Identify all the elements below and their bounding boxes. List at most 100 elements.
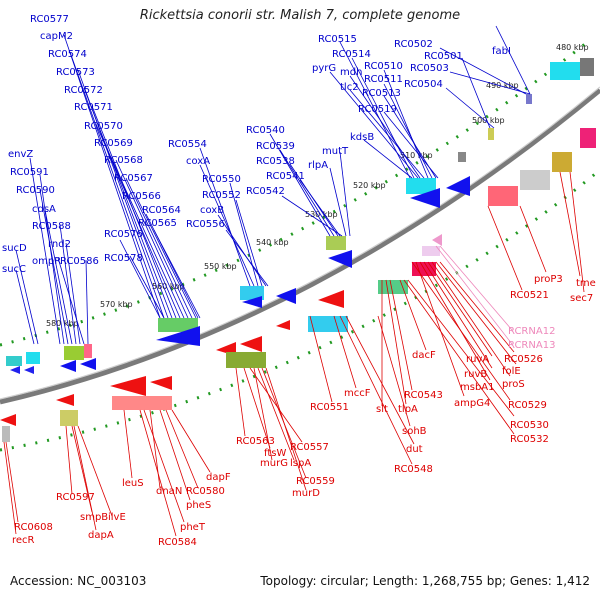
gene-label: rlpA: [308, 160, 328, 171]
gene-label: RC0584: [158, 537, 197, 548]
gene-label: dacF: [412, 350, 436, 361]
map-title: Rickettsia conorii str. Malish 7, comple…: [139, 8, 461, 23]
gene-label: kdsB: [350, 132, 374, 143]
gene-label: RC0580: [186, 486, 225, 497]
gene-label: RC0578: [104, 253, 143, 264]
gene-label: ilvE: [108, 512, 126, 523]
inner-leader-lines: [3, 171, 585, 537]
gene-label: RC0571: [74, 102, 113, 113]
kbp-label-530: 530 kbp: [305, 210, 338, 219]
gene-label: slt: [376, 404, 388, 415]
rna-leader-lines: [435, 245, 513, 345]
gene-label: RC0519: [358, 104, 397, 115]
gene-label: RC0539: [256, 141, 295, 152]
gene-label: RC0556: [186, 219, 225, 230]
accession-text: Accession: NC_003103: [10, 574, 147, 588]
gene-label: RC0543: [404, 390, 443, 401]
inner-features: [0, 128, 596, 442]
gene-label: pheT: [180, 522, 206, 533]
genome-backbone-highlight: [0, 86, 600, 400]
gene-label: ruvA: [466, 354, 489, 365]
gene-label: murD: [292, 488, 320, 499]
gene-label: RC0573: [56, 67, 95, 78]
gene-label: RC0526: [504, 354, 543, 365]
kbp-label-570: 570 kbp: [100, 300, 133, 309]
gene-label: dapF: [206, 472, 231, 483]
gene-label: RCRNA13: [508, 340, 555, 351]
gene-label: ompR: [32, 256, 61, 267]
gene-label: RC0554: [168, 139, 207, 150]
gene-label: RC0565: [138, 218, 177, 229]
gene-label: recR: [12, 535, 35, 546]
kbp-label-560: 560 kbp: [152, 282, 185, 291]
gene-label: RC0569: [94, 138, 133, 149]
gene-label: RC0574: [48, 49, 87, 60]
gene-label: RC0608: [14, 522, 53, 533]
gene-label: mccF: [344, 388, 371, 399]
gene-label: RC0597: [56, 492, 95, 503]
gene-label: RC0591: [10, 167, 49, 178]
gene-label: RC0557: [290, 442, 329, 453]
gene-label: lspA: [290, 458, 311, 469]
gene-label: capM2: [40, 31, 73, 42]
gene-label: tlpA: [398, 404, 418, 415]
genome-summary-text: Topology: circular; Length: 1,268,755 bp…: [260, 574, 590, 588]
gene-label: RC0521: [510, 290, 549, 301]
gene-label: RC0576: [104, 229, 143, 240]
gene-label: cdsA: [32, 204, 56, 215]
kbp-label-480: 480 kbp: [556, 43, 589, 52]
gene-label: leuS: [122, 478, 144, 489]
gene-label: tme: [576, 278, 596, 289]
gene-label: fabI: [492, 46, 511, 57]
gene-label: ftsW: [264, 448, 286, 459]
gene-label: tlc2: [340, 82, 359, 93]
gene-label: RC0540: [246, 125, 285, 136]
gene-label: RC0530: [510, 420, 549, 431]
gene-label: RC0503: [410, 63, 449, 74]
kbp-label-540: 540 kbp: [256, 238, 289, 247]
kbp-label-580: 580 kbp: [46, 319, 79, 328]
gene-label: smpB: [80, 512, 108, 523]
gene-label: RC0559: [296, 476, 335, 487]
kbp-label-550: 550 kbp: [204, 262, 237, 271]
gene-label: ruvB: [464, 369, 487, 380]
gene-label: proP3: [534, 274, 563, 285]
gene-label: RC0567: [114, 173, 153, 184]
kbp-label-500: 500 kbp: [472, 116, 505, 125]
gene-label: RC0513: [362, 88, 401, 99]
gene-label: dnaN: [156, 486, 182, 497]
kbp-label-520: 520 kbp: [353, 181, 386, 190]
outer-features: [6, 58, 594, 374]
gene-label: RC0550: [202, 174, 241, 185]
gene-label: RC0588: [32, 221, 71, 232]
gene-label: RC0590: [16, 185, 55, 196]
gene-label: murG: [260, 458, 288, 469]
gene-label: RC0541: [266, 171, 305, 182]
gene-label: RC0538: [256, 156, 295, 167]
gene-label: RC0529: [508, 400, 547, 411]
gene-label: RC0515: [318, 34, 357, 45]
gene-label: RC0564: [142, 205, 181, 216]
gene-label: sucC: [2, 264, 26, 275]
gene-label: pheS: [186, 500, 211, 511]
kbp-labels: 480 kbp 490 kbp 500 kbp 510 kbp 520 kbp …: [46, 43, 589, 328]
gene-label: RCRNA12: [508, 326, 555, 337]
gene-label: RC0510: [364, 61, 403, 72]
gene-label: RC0570: [84, 121, 123, 132]
gene-label: RC0566: [122, 191, 161, 202]
inner-gene-labels: tme sec7 proP3 RC0521 RCRNA12 RCRNA13 RC…: [12, 274, 596, 548]
gene-label: RC0548: [394, 464, 433, 475]
gene-label: RC0563: [236, 436, 275, 447]
gene-label: RC0572: [64, 85, 103, 96]
gene-label: rnd2: [48, 239, 71, 250]
kbp-label-510: 510 kbp: [400, 151, 433, 160]
kbp-label-490: 490 kbp: [486, 81, 519, 90]
gene-label: RC0511: [364, 74, 403, 85]
gene-label: dapA: [88, 530, 114, 541]
outer-leader-lines: [15, 25, 531, 345]
outer-gene-labels: RC0577 capM2 RC0574 RC0573 RC0572 RC0571…: [2, 14, 511, 275]
gene-label: proS: [502, 379, 525, 390]
gene-label: RC0504: [404, 79, 443, 90]
gene-label: sohB: [402, 426, 427, 437]
